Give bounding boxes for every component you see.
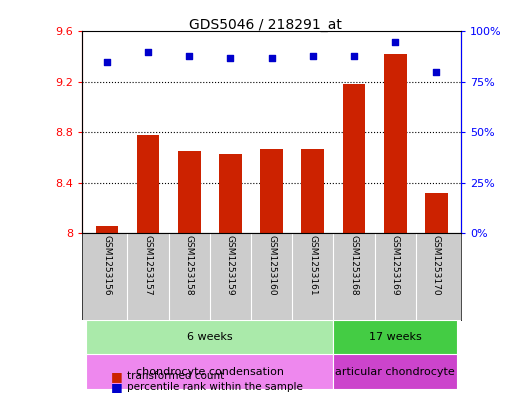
Text: 6 weeks: 6 weeks bbox=[187, 332, 233, 342]
Text: GDS5046 / 218291_at: GDS5046 / 218291_at bbox=[189, 18, 341, 32]
Text: GSM1253161: GSM1253161 bbox=[308, 235, 317, 296]
Text: GSM1253156: GSM1253156 bbox=[102, 235, 111, 296]
Text: GSM1253168: GSM1253168 bbox=[349, 235, 358, 296]
Point bbox=[268, 55, 276, 61]
Text: percentile rank within the sample: percentile rank within the sample bbox=[127, 382, 303, 392]
Text: transformed count: transformed count bbox=[127, 371, 224, 382]
Text: GSM1253160: GSM1253160 bbox=[267, 235, 276, 296]
Bar bbox=[260, 149, 283, 233]
Point bbox=[308, 53, 317, 59]
Text: GSM1253157: GSM1253157 bbox=[144, 235, 153, 296]
Bar bbox=[86, 320, 333, 354]
Bar bbox=[384, 54, 407, 233]
Text: ■: ■ bbox=[111, 370, 122, 383]
Text: 17 weeks: 17 weeks bbox=[369, 332, 421, 342]
Text: chondrocyte condensation: chondrocyte condensation bbox=[136, 367, 284, 377]
Bar bbox=[302, 149, 324, 233]
Text: GSM1253159: GSM1253159 bbox=[226, 235, 235, 296]
Text: ■: ■ bbox=[111, 380, 122, 393]
Text: GSM1253169: GSM1253169 bbox=[391, 235, 400, 296]
Point bbox=[350, 53, 358, 59]
Point bbox=[103, 59, 111, 65]
Bar bbox=[137, 135, 160, 233]
Point bbox=[144, 48, 152, 55]
Bar bbox=[333, 354, 457, 389]
Point bbox=[185, 53, 193, 59]
Text: GSM1253158: GSM1253158 bbox=[185, 235, 194, 296]
Point bbox=[391, 39, 400, 45]
Bar bbox=[95, 226, 118, 233]
Bar bbox=[333, 320, 457, 354]
Point bbox=[226, 55, 235, 61]
Point bbox=[432, 69, 440, 75]
Bar bbox=[178, 151, 200, 233]
Text: articular chondrocyte: articular chondrocyte bbox=[335, 367, 455, 377]
Bar bbox=[425, 193, 448, 233]
Bar bbox=[343, 84, 365, 233]
Text: GSM1253170: GSM1253170 bbox=[432, 235, 441, 296]
Bar bbox=[86, 354, 333, 389]
Bar bbox=[219, 154, 242, 233]
